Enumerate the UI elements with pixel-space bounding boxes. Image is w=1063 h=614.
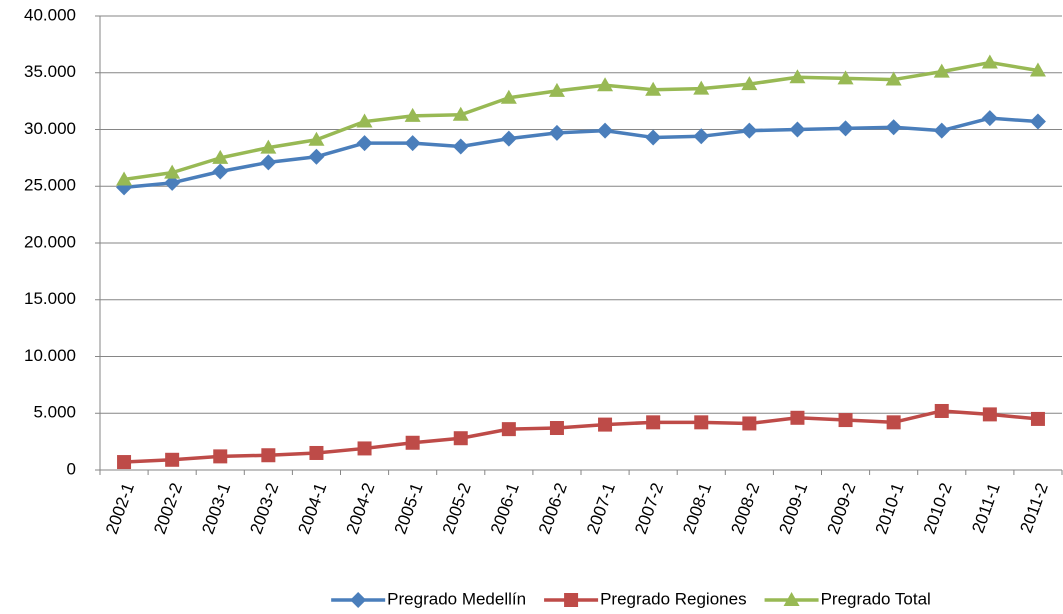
x-tick-label: 2010-1 bbox=[872, 480, 908, 536]
x-tick-label: 2005-1 bbox=[391, 480, 427, 536]
point bbox=[741, 76, 758, 91]
legend-marker bbox=[783, 592, 800, 606]
point bbox=[1029, 113, 1046, 130]
point bbox=[260, 139, 277, 154]
point bbox=[405, 435, 420, 450]
y-tick-label: 25.000 bbox=[24, 176, 76, 195]
x-tick-label: 2011-1 bbox=[968, 480, 1004, 535]
point bbox=[597, 77, 614, 92]
point bbox=[933, 63, 950, 78]
y-tick-label: 40.000 bbox=[24, 5, 76, 24]
point bbox=[261, 448, 276, 463]
y-tick-label: 0 bbox=[67, 459, 76, 478]
point bbox=[789, 121, 806, 138]
point bbox=[453, 431, 468, 446]
x-tick-label: 2004-2 bbox=[343, 480, 379, 536]
point bbox=[500, 89, 517, 104]
point bbox=[212, 149, 229, 164]
point bbox=[598, 417, 613, 432]
legend-marker bbox=[564, 593, 579, 607]
y-tick-label: 15.000 bbox=[24, 289, 76, 308]
point bbox=[549, 421, 564, 436]
x-tick-label: 2009-1 bbox=[775, 480, 811, 536]
y-tick-label: 30.000 bbox=[24, 119, 76, 138]
y-tick-label: 35.000 bbox=[24, 62, 76, 81]
x-tick-label: 2007-1 bbox=[583, 480, 619, 536]
point bbox=[790, 410, 805, 425]
point bbox=[164, 174, 181, 191]
x-tick-label: 2003-1 bbox=[198, 480, 234, 536]
point bbox=[356, 113, 373, 128]
point bbox=[404, 135, 421, 152]
point bbox=[308, 148, 325, 165]
legend-label: Pregrado Total bbox=[821, 589, 931, 608]
point bbox=[309, 445, 324, 460]
point bbox=[597, 122, 614, 139]
legend-label: Pregrado Medellín bbox=[387, 589, 526, 608]
point bbox=[838, 413, 853, 428]
point bbox=[693, 128, 710, 145]
point bbox=[548, 124, 565, 141]
point bbox=[645, 81, 662, 96]
point bbox=[500, 130, 517, 147]
point bbox=[308, 131, 325, 146]
point bbox=[260, 154, 277, 171]
point bbox=[837, 120, 854, 137]
point bbox=[646, 415, 661, 430]
point bbox=[452, 106, 469, 121]
legend-marker bbox=[350, 592, 367, 608]
point bbox=[356, 135, 373, 152]
point bbox=[742, 416, 757, 431]
point bbox=[404, 107, 421, 122]
point bbox=[885, 119, 902, 136]
point bbox=[885, 71, 902, 86]
legend-label: Pregrado Regiones bbox=[600, 589, 746, 608]
series-line bbox=[123, 60, 1039, 182]
x-tick-label: 2010-2 bbox=[920, 480, 956, 536]
point bbox=[981, 110, 998, 127]
y-tick-label: 10.000 bbox=[24, 346, 76, 365]
point bbox=[1030, 411, 1045, 426]
x-tick-label: 2006-1 bbox=[487, 480, 523, 536]
point bbox=[886, 415, 901, 430]
x-tick-label: 2005-2 bbox=[439, 480, 475, 536]
x-tick-label: 2007-2 bbox=[631, 480, 667, 536]
y-tick-label: 5.000 bbox=[33, 403, 76, 422]
point bbox=[213, 449, 228, 464]
point bbox=[452, 138, 469, 155]
x-tick-label: 2002-1 bbox=[102, 480, 138, 536]
point bbox=[645, 129, 662, 146]
x-tick-label: 2008-1 bbox=[679, 480, 715, 536]
point bbox=[164, 164, 181, 179]
y-tick-label: 20.000 bbox=[24, 232, 76, 251]
point bbox=[741, 122, 758, 139]
point bbox=[117, 455, 132, 470]
x-tick-label: 2009-2 bbox=[824, 480, 860, 536]
point bbox=[501, 422, 516, 437]
series-line bbox=[123, 116, 1039, 190]
legend: Pregrado Medellín Pregrado Regiones Pregra… bbox=[331, 589, 931, 608]
x-tick-label: 2008-2 bbox=[727, 480, 763, 536]
point bbox=[357, 441, 372, 456]
x-tick-label: 2004-1 bbox=[294, 480, 330, 536]
point bbox=[165, 452, 180, 467]
x-tick-label: 2011-2 bbox=[1016, 480, 1052, 535]
point bbox=[982, 407, 997, 422]
point bbox=[933, 122, 950, 139]
point bbox=[116, 171, 133, 186]
point bbox=[1029, 62, 1046, 77]
x-tick-label: 2002-2 bbox=[150, 480, 186, 536]
series-line bbox=[123, 409, 1039, 464]
point bbox=[981, 54, 998, 69]
point bbox=[548, 82, 565, 97]
x-tick-label: 2006-2 bbox=[535, 480, 571, 536]
point bbox=[212, 163, 229, 180]
point bbox=[694, 415, 709, 430]
point bbox=[934, 403, 949, 418]
point bbox=[789, 69, 806, 84]
point bbox=[837, 70, 854, 85]
point bbox=[693, 80, 710, 95]
x-tick-label: 2003-2 bbox=[246, 480, 282, 536]
